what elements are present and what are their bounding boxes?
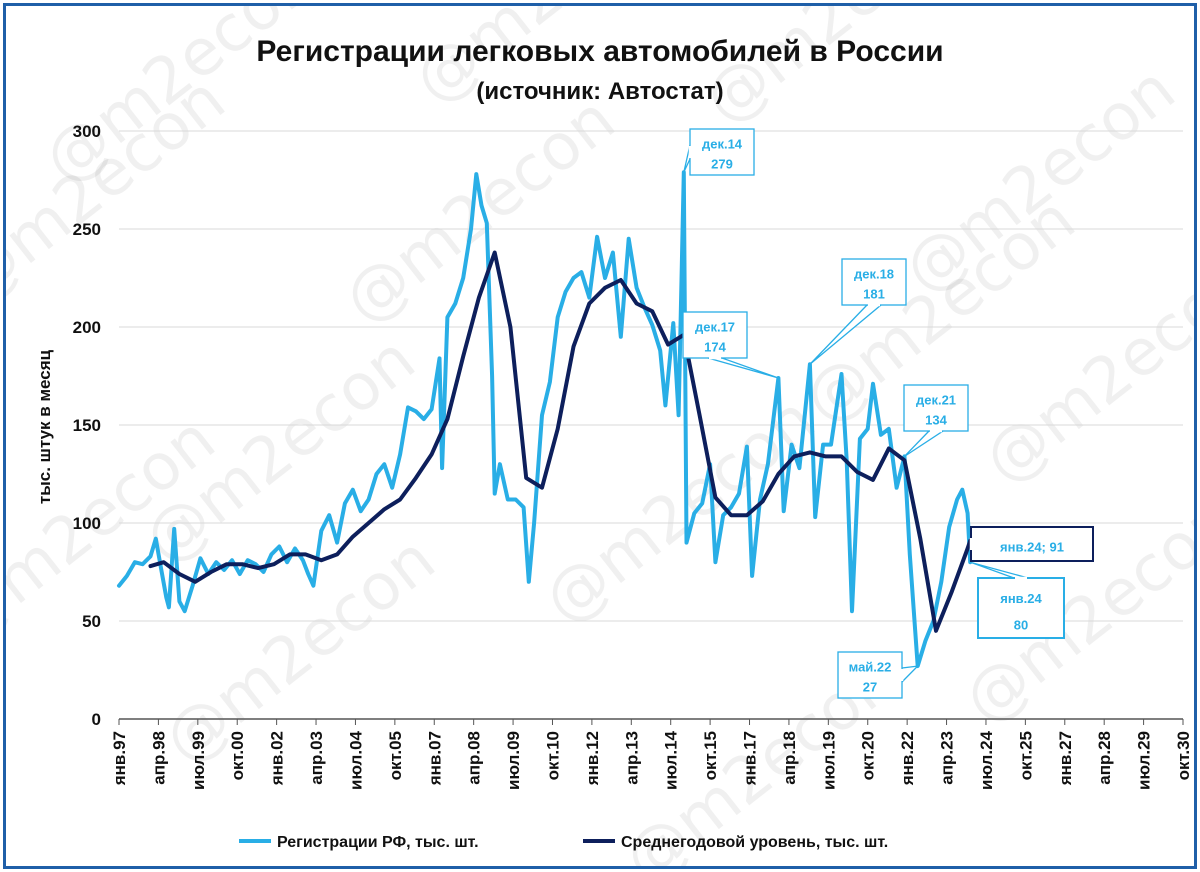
x-tick-label: апр.18 <box>780 731 799 785</box>
y-axis: 0 50 100 150 200 250 300 <box>73 122 101 729</box>
callout-box <box>837 651 903 699</box>
x-tick-label: июл.14 <box>662 730 681 790</box>
callout-pointer <box>969 561 1029 579</box>
callout-pointer <box>904 430 946 457</box>
x-tick-label: янв.02 <box>268 731 287 786</box>
callout-box <box>970 526 1094 562</box>
y-tick-label: 50 <box>82 612 101 631</box>
callout-box <box>689 128 755 176</box>
x-tick-label: июл.09 <box>504 731 523 790</box>
callout-value: 134 <box>925 413 947 428</box>
x-tick-label: окт.20 <box>859 731 878 780</box>
x-tick-label: янв.27 <box>1056 731 1075 786</box>
x-tick-label: янв.97 <box>110 731 129 786</box>
x-tick-label: апр.08 <box>465 731 484 785</box>
x-tick-label: янв.22 <box>898 731 917 786</box>
chart: @m2econ@m2econ@m2econ@m2econ@m2econ@m2ec… <box>6 6 1194 866</box>
callout-box <box>903 384 969 432</box>
callout-label: дек.18 <box>854 266 894 281</box>
chart-subtitle: (источник: Автостат) <box>476 78 723 105</box>
x-tick-label: апр.03 <box>307 731 326 785</box>
legend-label: Регистрации РФ, тыс. шт. <box>277 834 479 851</box>
callout-value: 174 <box>704 340 726 355</box>
x-axis: янв.97 апр.98 июл.99 окт.00 янв.02 апр.03 июл.… <box>110 719 1193 790</box>
x-tick-label: июл.99 <box>189 731 208 790</box>
x-tick-label: июл.04 <box>346 730 365 790</box>
x-tick-label: апр.98 <box>149 731 168 785</box>
series-layer <box>117 170 973 669</box>
x-tick-label: окт.25 <box>1016 731 1035 780</box>
x-tick-label: окт.05 <box>386 731 405 780</box>
x-tick-label: июл.24 <box>977 730 996 790</box>
callout-pointer <box>901 665 920 684</box>
y-tick-label: 300 <box>73 122 101 141</box>
callout-label: май.22 <box>849 659 892 674</box>
callout-label: дек.21 <box>916 392 956 407</box>
x-tick-label: июл.19 <box>819 731 838 790</box>
y-axis-label: тыс. штук в месяц <box>35 349 54 504</box>
y-tick-label: 250 <box>73 220 101 239</box>
x-tick-label: окт.10 <box>543 731 562 780</box>
x-tick-label: янв.17 <box>741 731 760 786</box>
callout-box <box>977 577 1065 639</box>
legend: Регистрации РФ, тыс. шт. Среднегодовой ур… <box>239 834 888 851</box>
watermark-text: @m2econ <box>690 6 989 139</box>
x-tick-label: янв.07 <box>425 731 444 786</box>
callout-value: 27 <box>863 680 877 695</box>
legend-label: Среднегодовой уровень, тыс. шт. <box>621 834 888 851</box>
callout-value: 80 <box>1014 618 1028 633</box>
annotations: дек.14 279 дек.17 174 дек.18 181 дек.21 134 май.… <box>682 128 1094 699</box>
x-tick-label: окт.00 <box>228 731 247 780</box>
series-line-annual-average <box>148 250 973 633</box>
y-tick-label: 0 <box>92 710 101 729</box>
callout-value: 181 <box>863 287 885 302</box>
chart-frame: @m2econ @m2econ @m2econ @m2econ @m2econ @m2ec… <box>3 3 1197 869</box>
callout-box <box>841 258 907 306</box>
callout-box <box>682 311 748 359</box>
x-tick-label: янв.12 <box>583 731 602 786</box>
y-tick-label: 150 <box>73 416 101 435</box>
y-tick-label: 100 <box>73 514 101 533</box>
x-tick-label: апр.23 <box>938 731 957 785</box>
callout-value: 279 <box>711 157 733 172</box>
callout-label: дек.17 <box>695 319 735 334</box>
callout-pointer <box>707 357 779 379</box>
callout-label: янв.24; 91 <box>1000 539 1064 554</box>
x-tick-label: апр.13 <box>622 731 641 785</box>
x-tick-label: апр.28 <box>1095 731 1114 785</box>
chart-title: Регистрации легковых автомобилей в Росси… <box>256 35 943 68</box>
x-tick-label: окт.15 <box>701 731 720 780</box>
x-tick-label: окт.30 <box>1174 731 1193 780</box>
series-line-registrations <box>117 170 973 669</box>
x-tick-label: июл.29 <box>1135 731 1154 790</box>
y-tick-label: 200 <box>73 318 101 337</box>
callout-label: дек.14 <box>702 136 743 151</box>
callout-label: янв.24 <box>1000 591 1042 606</box>
